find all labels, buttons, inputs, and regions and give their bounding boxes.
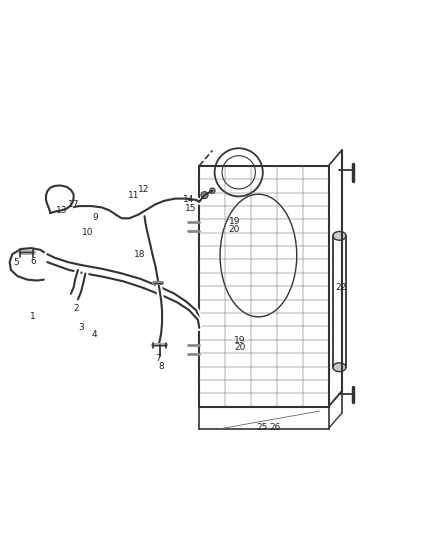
Text: 26: 26 <box>269 423 281 432</box>
Text: 14: 14 <box>183 196 194 205</box>
Text: 18: 18 <box>134 250 145 259</box>
Text: 6: 6 <box>30 257 36 266</box>
Text: 1: 1 <box>30 312 36 321</box>
Text: 20: 20 <box>234 343 246 352</box>
Text: 20: 20 <box>229 225 240 234</box>
Text: 9: 9 <box>92 213 99 222</box>
Circle shape <box>210 188 215 193</box>
Text: 7: 7 <box>155 354 161 363</box>
Text: 2: 2 <box>74 304 79 313</box>
Text: 19: 19 <box>234 336 246 344</box>
Circle shape <box>201 191 208 199</box>
Text: 17: 17 <box>68 200 79 209</box>
Text: 13: 13 <box>56 206 67 215</box>
Text: 25: 25 <box>256 423 268 432</box>
Ellipse shape <box>333 231 346 240</box>
Ellipse shape <box>333 363 346 372</box>
Text: 10: 10 <box>82 228 93 237</box>
Text: 12: 12 <box>138 185 149 195</box>
Text: 8: 8 <box>158 362 164 371</box>
Text: 3: 3 <box>78 324 84 332</box>
Text: 15: 15 <box>185 204 196 213</box>
Text: 4: 4 <box>92 330 97 339</box>
Text: 5: 5 <box>14 257 20 266</box>
Text: 19: 19 <box>229 217 240 227</box>
Text: 11: 11 <box>128 191 139 200</box>
Text: 22: 22 <box>335 283 346 292</box>
